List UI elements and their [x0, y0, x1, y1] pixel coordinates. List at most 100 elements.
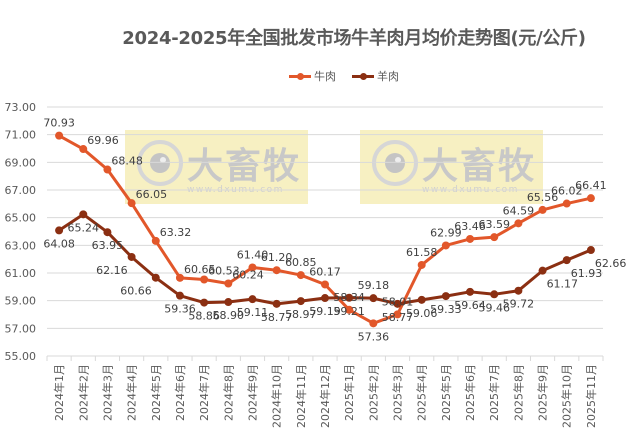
data-point[interactable]: [417, 295, 426, 304]
data-point[interactable]: [586, 194, 595, 203]
data-point[interactable]: [369, 319, 378, 328]
data-point[interactable]: [248, 263, 257, 272]
series-layer: [55, 131, 595, 328]
data-point[interactable]: [345, 293, 354, 302]
x-tick-label: 2025年9月: [536, 364, 550, 421]
data-label: 63.95: [92, 239, 124, 252]
y-axis: 55.00 57.00 59.00 61.00 63.00 65.00 67.00 69.00…: [5, 101, 37, 363]
data-point[interactable]: [417, 260, 426, 269]
data-label: 60.85: [285, 256, 317, 269]
data-label: 60.17: [309, 265, 341, 278]
series-beef: [55, 131, 595, 328]
data-label: 61.93: [571, 267, 603, 280]
data-label: 60.65: [184, 263, 216, 276]
data-point[interactable]: [441, 241, 450, 250]
data-labels: 70.93 69.96 68.48 66.05 63.32 60.6560.5360.24…: [43, 117, 626, 344]
x-axis: 2024年1月 2024年2月 2024年3月 2024年4月 2024年5月 2024年…: [46, 355, 604, 428]
data-point[interactable]: [393, 310, 402, 319]
data-point[interactable]: [272, 266, 281, 275]
data-label: 64.08: [43, 237, 75, 250]
data-point[interactable]: [127, 199, 136, 208]
svg-text:大畜牧: 大畜牧: [422, 146, 536, 187]
data-point[interactable]: [127, 252, 136, 261]
data-point[interactable]: [296, 297, 305, 306]
data-label: 59.11: [237, 306, 269, 319]
data-label: 62.16: [96, 264, 128, 277]
data-point[interactable]: [175, 273, 184, 282]
data-label: 70.93: [43, 117, 75, 130]
data-point[interactable]: [490, 290, 499, 299]
data-point[interactable]: [562, 199, 571, 208]
data-point[interactable]: [200, 275, 209, 284]
data-point[interactable]: [369, 294, 378, 303]
data-point[interactable]: [175, 291, 184, 300]
data-point[interactable]: [55, 131, 64, 140]
data-label: 59.06: [406, 307, 438, 320]
data-label: 58.86: [188, 310, 220, 323]
data-point[interactable]: [466, 234, 475, 243]
data-label: 59.46: [478, 301, 510, 314]
data-point[interactable]: [103, 228, 112, 237]
data-label: 63.59: [478, 218, 510, 231]
data-point[interactable]: [272, 299, 281, 308]
x-tick-label: 2025年8月: [511, 364, 525, 421]
x-tick-label: 2025年1月: [342, 364, 356, 421]
y-tick-label: 63.00: [5, 239, 37, 252]
data-point[interactable]: [345, 305, 354, 314]
data-point[interactable]: [538, 205, 547, 214]
data-point[interactable]: [103, 165, 112, 174]
x-tick-label: 2025年10月: [560, 364, 574, 428]
x-tick-label: 2025年7月: [487, 364, 501, 421]
data-label: 59.72: [503, 298, 535, 311]
y-tick-label: 69.00: [5, 156, 37, 169]
data-point[interactable]: [490, 233, 499, 242]
data-point[interactable]: [586, 246, 595, 255]
data-point[interactable]: [79, 145, 88, 154]
data-point[interactable]: [538, 266, 547, 275]
x-tick-label: 2025年6月: [463, 364, 477, 421]
series-mutton: [55, 210, 595, 308]
data-point[interactable]: [441, 292, 450, 301]
data-label: 61.17: [547, 278, 579, 291]
y-tick-label: 73.00: [5, 101, 37, 114]
chart-title: 2024-2025年全国批发市场牛羊肉月均价走势图(元/公斤): [122, 28, 586, 49]
data-label: 60.66: [120, 285, 152, 298]
data-label: 61.20: [261, 251, 293, 264]
data-point[interactable]: [466, 287, 475, 296]
data-point[interactable]: [151, 236, 160, 245]
x-tick-label: 2025年3月: [391, 364, 405, 421]
legend-item-mutton[interactable]: 羊肉: [352, 68, 399, 84]
x-tick-label: 2025年11月: [584, 364, 598, 428]
data-point[interactable]: [224, 279, 233, 288]
data-point[interactable]: [321, 280, 329, 289]
data-point[interactable]: [79, 210, 88, 219]
x-tick-label: 2024年6月: [173, 364, 187, 421]
y-tick-label: 55.00: [5, 350, 37, 363]
data-label: 61.58: [406, 246, 438, 259]
data-label: 59.64: [454, 299, 486, 312]
eye-logo-icon: [372, 140, 418, 186]
data-label: 58.90: [213, 309, 245, 322]
data-label: 58.77: [382, 311, 414, 324]
data-point[interactable]: [321, 294, 329, 303]
data-point[interactable]: [248, 295, 257, 304]
data-label: 58.77: [261, 311, 293, 324]
data-label: 69.96: [87, 134, 119, 147]
data-point[interactable]: [393, 299, 402, 308]
data-point[interactable]: [296, 271, 305, 280]
data-point[interactable]: [562, 256, 571, 265]
beef-line-marker-icon: [289, 72, 311, 80]
data-point[interactable]: [55, 226, 64, 235]
data-point[interactable]: [514, 219, 523, 228]
y-tick-label: 61.00: [5, 267, 37, 280]
data-point[interactable]: [514, 286, 523, 295]
data-point[interactable]: [151, 273, 160, 282]
legend-item-beef[interactable]: 牛肉: [289, 68, 336, 84]
data-point[interactable]: [200, 298, 209, 307]
legend: 牛肉 羊肉: [0, 68, 638, 84]
x-tick-label: 2024年5月: [149, 364, 163, 421]
data-point[interactable]: [224, 298, 233, 307]
